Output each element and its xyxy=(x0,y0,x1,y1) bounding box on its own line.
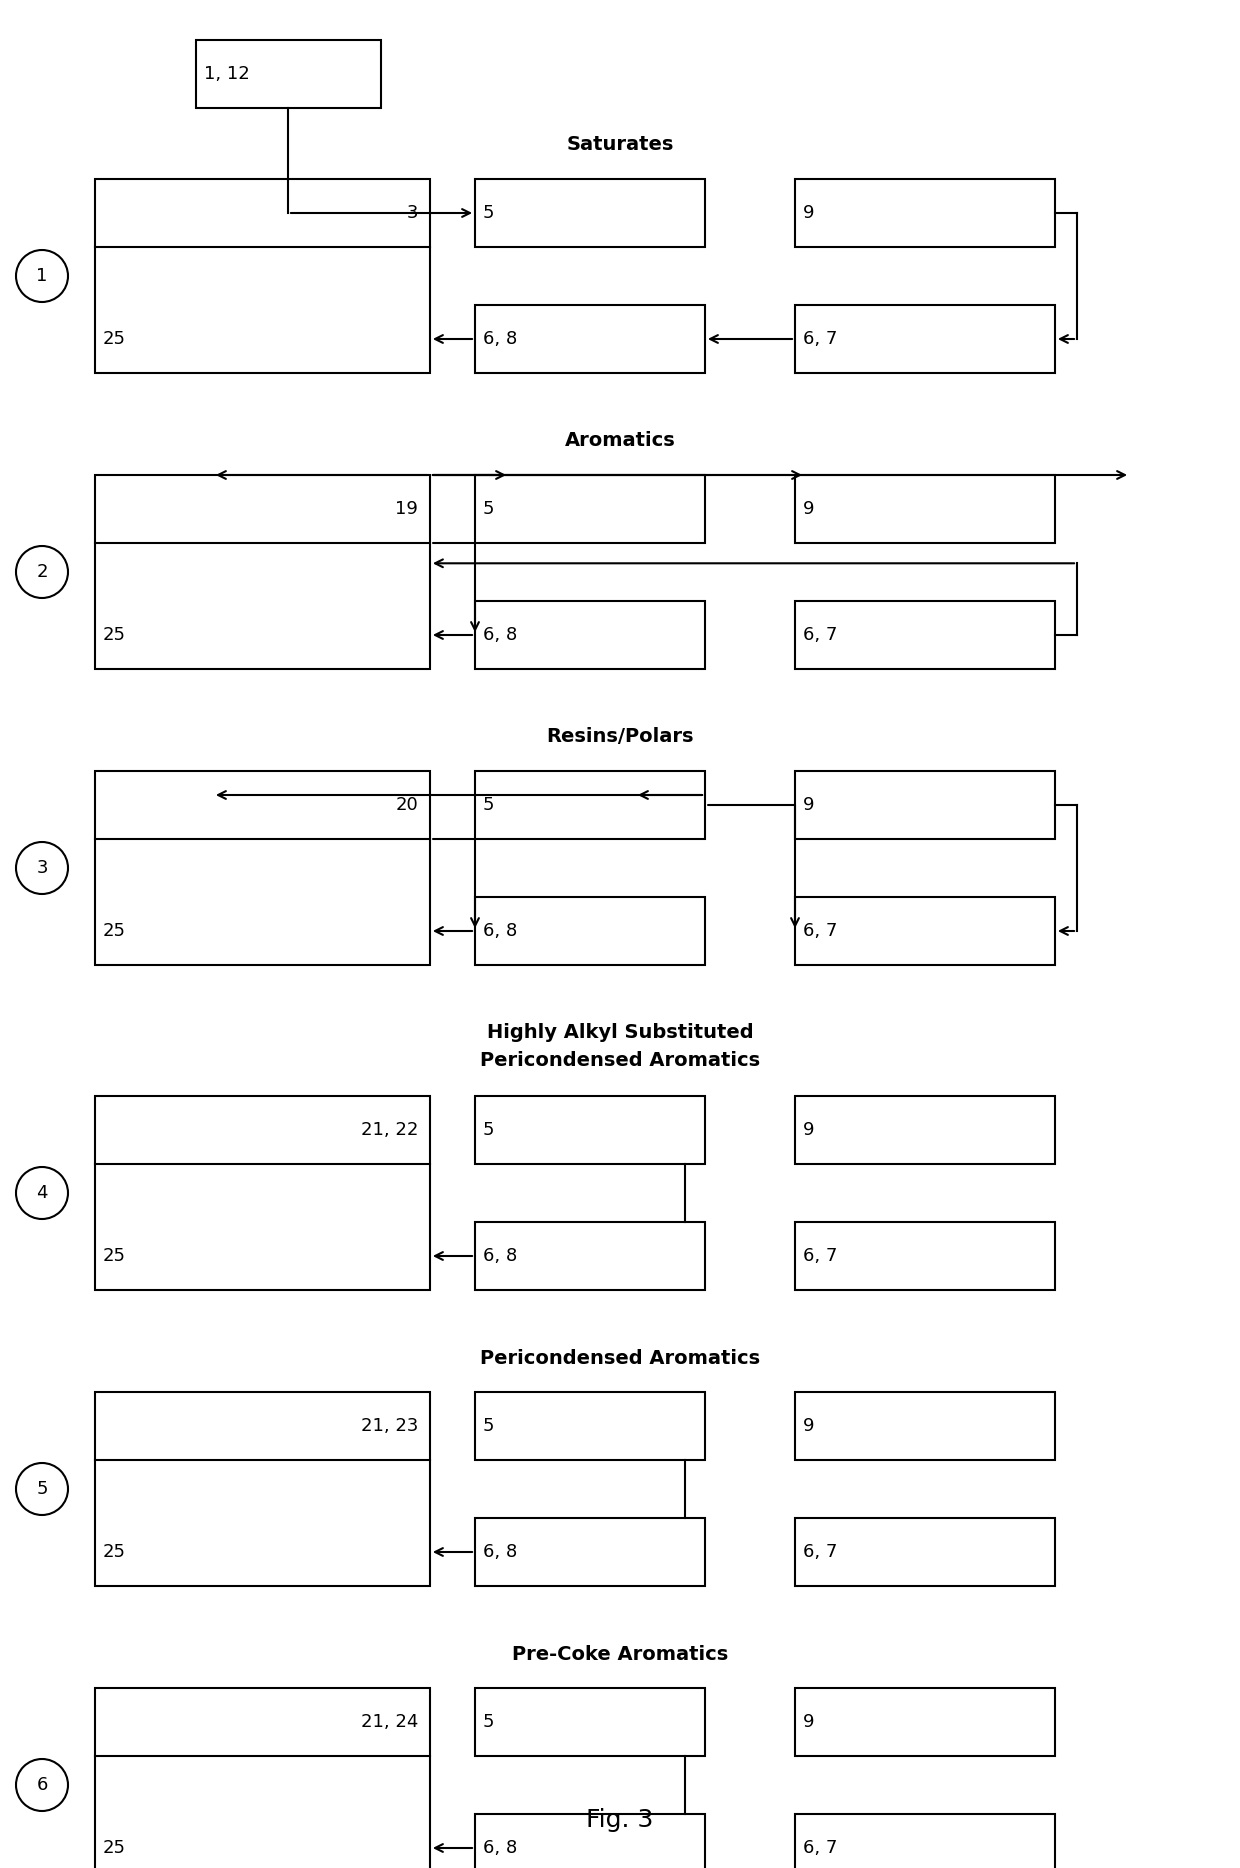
Text: 6, 7: 6, 7 xyxy=(804,923,837,940)
Text: 4: 4 xyxy=(36,1184,48,1201)
Text: Resins/Polars: Resins/Polars xyxy=(547,727,693,747)
Text: 6, 8: 6, 8 xyxy=(484,331,517,347)
Circle shape xyxy=(16,545,68,598)
Bar xyxy=(795,1519,1055,1586)
Bar xyxy=(95,179,430,374)
Text: Aromatics: Aromatics xyxy=(564,432,676,450)
Text: 1: 1 xyxy=(36,267,47,286)
Text: 25: 25 xyxy=(103,923,126,940)
Bar xyxy=(795,771,1055,839)
Bar xyxy=(95,1097,430,1291)
Text: 5: 5 xyxy=(484,1121,495,1139)
Text: Pericondensed Aromatics: Pericondensed Aromatics xyxy=(480,1052,760,1070)
Text: 5: 5 xyxy=(36,1479,48,1498)
Text: 25: 25 xyxy=(103,1543,126,1562)
Text: 6, 7: 6, 7 xyxy=(804,331,837,347)
Text: 25: 25 xyxy=(103,331,126,347)
Text: 25: 25 xyxy=(103,626,126,644)
Text: 25: 25 xyxy=(103,1248,126,1265)
Bar xyxy=(475,179,706,247)
Bar xyxy=(795,601,1055,669)
Bar xyxy=(795,474,1055,544)
Text: 5: 5 xyxy=(484,1418,495,1435)
Bar xyxy=(95,1392,430,1586)
Bar xyxy=(795,1689,1055,1756)
Text: 21, 23: 21, 23 xyxy=(361,1418,418,1435)
Circle shape xyxy=(16,842,68,895)
Circle shape xyxy=(16,1760,68,1810)
Text: 2: 2 xyxy=(36,562,48,581)
Text: 9: 9 xyxy=(804,501,815,517)
Bar xyxy=(795,1222,1055,1291)
Text: 6, 8: 6, 8 xyxy=(484,1838,517,1857)
Bar xyxy=(795,1814,1055,1868)
Text: 20: 20 xyxy=(396,796,418,814)
Text: 6, 7: 6, 7 xyxy=(804,1248,837,1265)
Text: 6, 8: 6, 8 xyxy=(484,626,517,644)
Text: 6: 6 xyxy=(36,1776,47,1793)
Circle shape xyxy=(16,1168,68,1220)
Bar xyxy=(95,771,430,966)
Bar xyxy=(475,601,706,669)
Text: Fig. 3: Fig. 3 xyxy=(587,1808,653,1833)
Bar xyxy=(475,1519,706,1586)
Text: 6, 7: 6, 7 xyxy=(804,1543,837,1562)
Bar xyxy=(95,474,430,669)
Text: 9: 9 xyxy=(804,796,815,814)
Text: 3: 3 xyxy=(36,859,48,876)
Bar xyxy=(475,304,706,374)
Text: Pericondensed Aromatics: Pericondensed Aromatics xyxy=(480,1349,760,1367)
Text: 21, 22: 21, 22 xyxy=(361,1121,418,1139)
Text: 21, 24: 21, 24 xyxy=(361,1713,418,1732)
Text: 5: 5 xyxy=(484,501,495,517)
Bar xyxy=(475,474,706,544)
Bar xyxy=(475,1392,706,1461)
Text: Pre-Coke Aromatics: Pre-Coke Aromatics xyxy=(512,1644,728,1664)
Text: 6, 7: 6, 7 xyxy=(804,1838,837,1857)
Text: 9: 9 xyxy=(804,1713,815,1732)
Text: 1, 12: 1, 12 xyxy=(203,65,249,82)
Text: Saturates: Saturates xyxy=(567,136,673,155)
Bar xyxy=(475,771,706,839)
Bar xyxy=(795,897,1055,966)
Bar xyxy=(795,179,1055,247)
Text: 6, 8: 6, 8 xyxy=(484,923,517,940)
Text: 25: 25 xyxy=(103,1838,126,1857)
Bar xyxy=(475,1689,706,1756)
Text: 6, 8: 6, 8 xyxy=(484,1248,517,1265)
Text: 19: 19 xyxy=(396,501,418,517)
Bar xyxy=(196,39,381,108)
Circle shape xyxy=(16,250,68,303)
Text: 9: 9 xyxy=(804,204,815,222)
Bar xyxy=(95,1689,430,1868)
Bar xyxy=(475,1097,706,1164)
Bar xyxy=(475,1814,706,1868)
Text: 3: 3 xyxy=(407,204,418,222)
Text: 9: 9 xyxy=(804,1121,815,1139)
Text: 5: 5 xyxy=(484,1713,495,1732)
Circle shape xyxy=(16,1463,68,1515)
Text: 6, 7: 6, 7 xyxy=(804,626,837,644)
Bar xyxy=(795,1097,1055,1164)
Text: 5: 5 xyxy=(484,796,495,814)
Text: 9: 9 xyxy=(804,1418,815,1435)
Text: 6, 8: 6, 8 xyxy=(484,1543,517,1562)
Bar xyxy=(475,1222,706,1291)
Text: Highly Alkyl Substituted: Highly Alkyl Substituted xyxy=(486,1024,754,1042)
Bar xyxy=(795,304,1055,374)
Bar xyxy=(475,897,706,966)
Bar xyxy=(795,1392,1055,1461)
Text: 5: 5 xyxy=(484,204,495,222)
